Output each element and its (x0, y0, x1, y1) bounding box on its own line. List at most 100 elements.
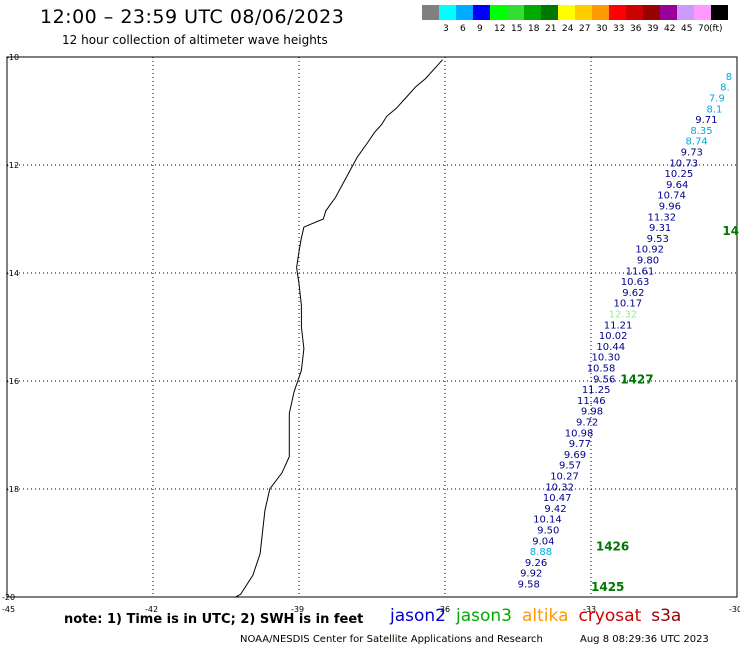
longitude-label: -36 (437, 605, 450, 614)
wave-height-reading: 9.92 (520, 569, 542, 580)
wave-height-reading: 9.64 (666, 180, 688, 191)
wave-height-reading: 9.26 (525, 558, 547, 569)
wave-height-reading: 9.42 (544, 504, 566, 515)
colorbar-swatch (660, 5, 677, 20)
pass-time-labels: 14 1427 1426 1425 (591, 224, 739, 594)
satellite-legend-item: jason2 (390, 606, 446, 626)
longitude-label: -30 (729, 605, 740, 614)
colorbar-tick-label: 24 (562, 24, 574, 34)
latitude-label: -14 (6, 269, 19, 278)
wave-height-reading: 8. (720, 83, 730, 94)
longitude-label: -33 (583, 605, 596, 614)
generation-timestamp: Aug 8 08:29:36 UTC 2023 (580, 634, 709, 645)
satellite-legend-item: altika (522, 606, 569, 626)
wave-height-reading: 10.14 (533, 515, 562, 526)
wave-height-reading: 9.77 (569, 439, 591, 450)
wave-height-reading: 8.74 (686, 137, 708, 148)
colorbar-swatch (524, 5, 541, 20)
wave-height-reading: 9.69 (564, 450, 586, 461)
wave-height-reading: 10.73 (669, 158, 698, 169)
pass-time-label: 14 (722, 224, 739, 238)
colorbar-swatch (694, 5, 711, 20)
colorbar-tick-label: 9 (477, 24, 483, 34)
wave-height-reading: 9.56 (593, 374, 615, 385)
wave-height-reading: 11.61 (626, 266, 655, 277)
colorbar-swatch (643, 5, 660, 20)
latitude-label: -18 (6, 485, 19, 494)
colorbar-swatch (541, 5, 558, 20)
satellite-legend-item: cryosat (578, 606, 642, 626)
colorbar-swatch (456, 5, 473, 20)
wave-height-reading: 10.30 (592, 353, 621, 364)
wave-height-reading: 9.71 (695, 115, 717, 126)
colorbar-swatch (677, 5, 694, 20)
colorbar-tick-label: 15 (511, 24, 522, 34)
colorbar-tick-label: 45 (681, 24, 692, 34)
wave-height-reading: 7.9 (709, 94, 725, 105)
longitude-label: -45 (2, 605, 15, 614)
colorbar-swatch (473, 5, 490, 20)
colorbar-tick-label: 12 (494, 24, 505, 34)
map-axis-labels: -45 -42 -39 -36 -33 -30 -10 -12 -14 -16 -18 -20 (2, 53, 740, 614)
wave-height-reading: 9.72 (576, 418, 598, 429)
wave-height-reading: 10.47 (543, 493, 572, 504)
latitude-label: -16 (6, 377, 19, 386)
wave-height-reading: 10.32 (545, 482, 574, 493)
wave-height-reading: 9.57 (559, 461, 581, 472)
wave-height-reading: 10.02 (599, 331, 628, 342)
credit-line: NOAA/NESDIS Center for Satellite Applica… (240, 634, 543, 645)
colorbar-tick-label: 70 (698, 24, 710, 34)
wave-height-reading: 9.73 (681, 148, 703, 159)
wave-height-reading: 9.96 (659, 202, 681, 213)
wave-height-reading: 9.58 (518, 580, 540, 591)
wave-height-reading: 8.35 (690, 126, 712, 137)
colorbar-unit: (ft) (709, 24, 723, 34)
page-subtitle: 12 hour collection of altimeter wave hei… (62, 33, 328, 47)
wave-height-reading: 10.27 (550, 472, 579, 483)
pass-time-label: 1427 (620, 372, 653, 386)
colorbar-tick-label: 39 (647, 24, 659, 34)
satellite-legend-item: s3a (651, 606, 682, 626)
wave-height-reading: 9.80 (637, 256, 659, 267)
latitude-label: -10 (6, 53, 19, 62)
colorbar-swatch (558, 5, 575, 20)
wave-height-reading: 10.25 (665, 169, 694, 180)
colorbar-tick-label: 30 (596, 24, 608, 34)
colorbar-swatch (626, 5, 643, 20)
wave-height-colorbar: 3 6 9 12 15 18 21 24 27 30 33 36 39 42 45 70 (ft) (422, 5, 728, 34)
colorbar-swatch (507, 5, 524, 20)
colorbar-tick-label: 42 (664, 24, 675, 34)
coastline (235, 59, 443, 598)
colorbar-swatch (575, 5, 592, 20)
wave-height-reading: 11.32 (648, 212, 677, 223)
page-title: 12:00 – 23:59 UTC 08/06/2023 (40, 6, 345, 28)
wave-height-reading: 10.58 (587, 364, 616, 375)
wave-height-reading: 10.74 (657, 191, 686, 202)
wave-height-reading: 9.53 (647, 234, 669, 245)
colorbar-tick-label: 27 (579, 24, 590, 34)
colorbar-swatch (490, 5, 507, 20)
wave-height-reading: 8.1 (706, 104, 722, 115)
latitude-label: -12 (6, 161, 19, 170)
colorbar-tick-label: 36 (630, 24, 642, 34)
colorbar-swatch (439, 5, 456, 20)
colorbar-tick-label: 3 (443, 24, 449, 34)
colorbar-swatch (609, 5, 626, 20)
wave-height-reading: 10.44 (596, 342, 625, 353)
longitude-label: -42 (145, 605, 158, 614)
wave-height-reading: 10.98 (565, 428, 594, 439)
wave-height-reading: 11.21 (604, 320, 633, 331)
colorbar-tick-label: 33 (613, 24, 624, 34)
wave-height-reading: 9.50 (537, 526, 559, 537)
longitude-label: -39 (291, 605, 304, 614)
wave-height-reading: 12.32 (609, 310, 638, 321)
wave-height-reading: 8.88 (530, 547, 552, 558)
latitude-label: -20 (2, 593, 15, 602)
wave-height-reading: 9.04 (532, 536, 554, 547)
wave-height-reading: 10.63 (621, 277, 650, 288)
wave-height-reading: 11.46 (577, 396, 606, 407)
pass-time-label: 1426 (596, 540, 629, 554)
colorbar-swatch (592, 5, 609, 20)
satellite-legend-item: jason3 (456, 606, 512, 626)
map-grid (6, 56, 738, 598)
